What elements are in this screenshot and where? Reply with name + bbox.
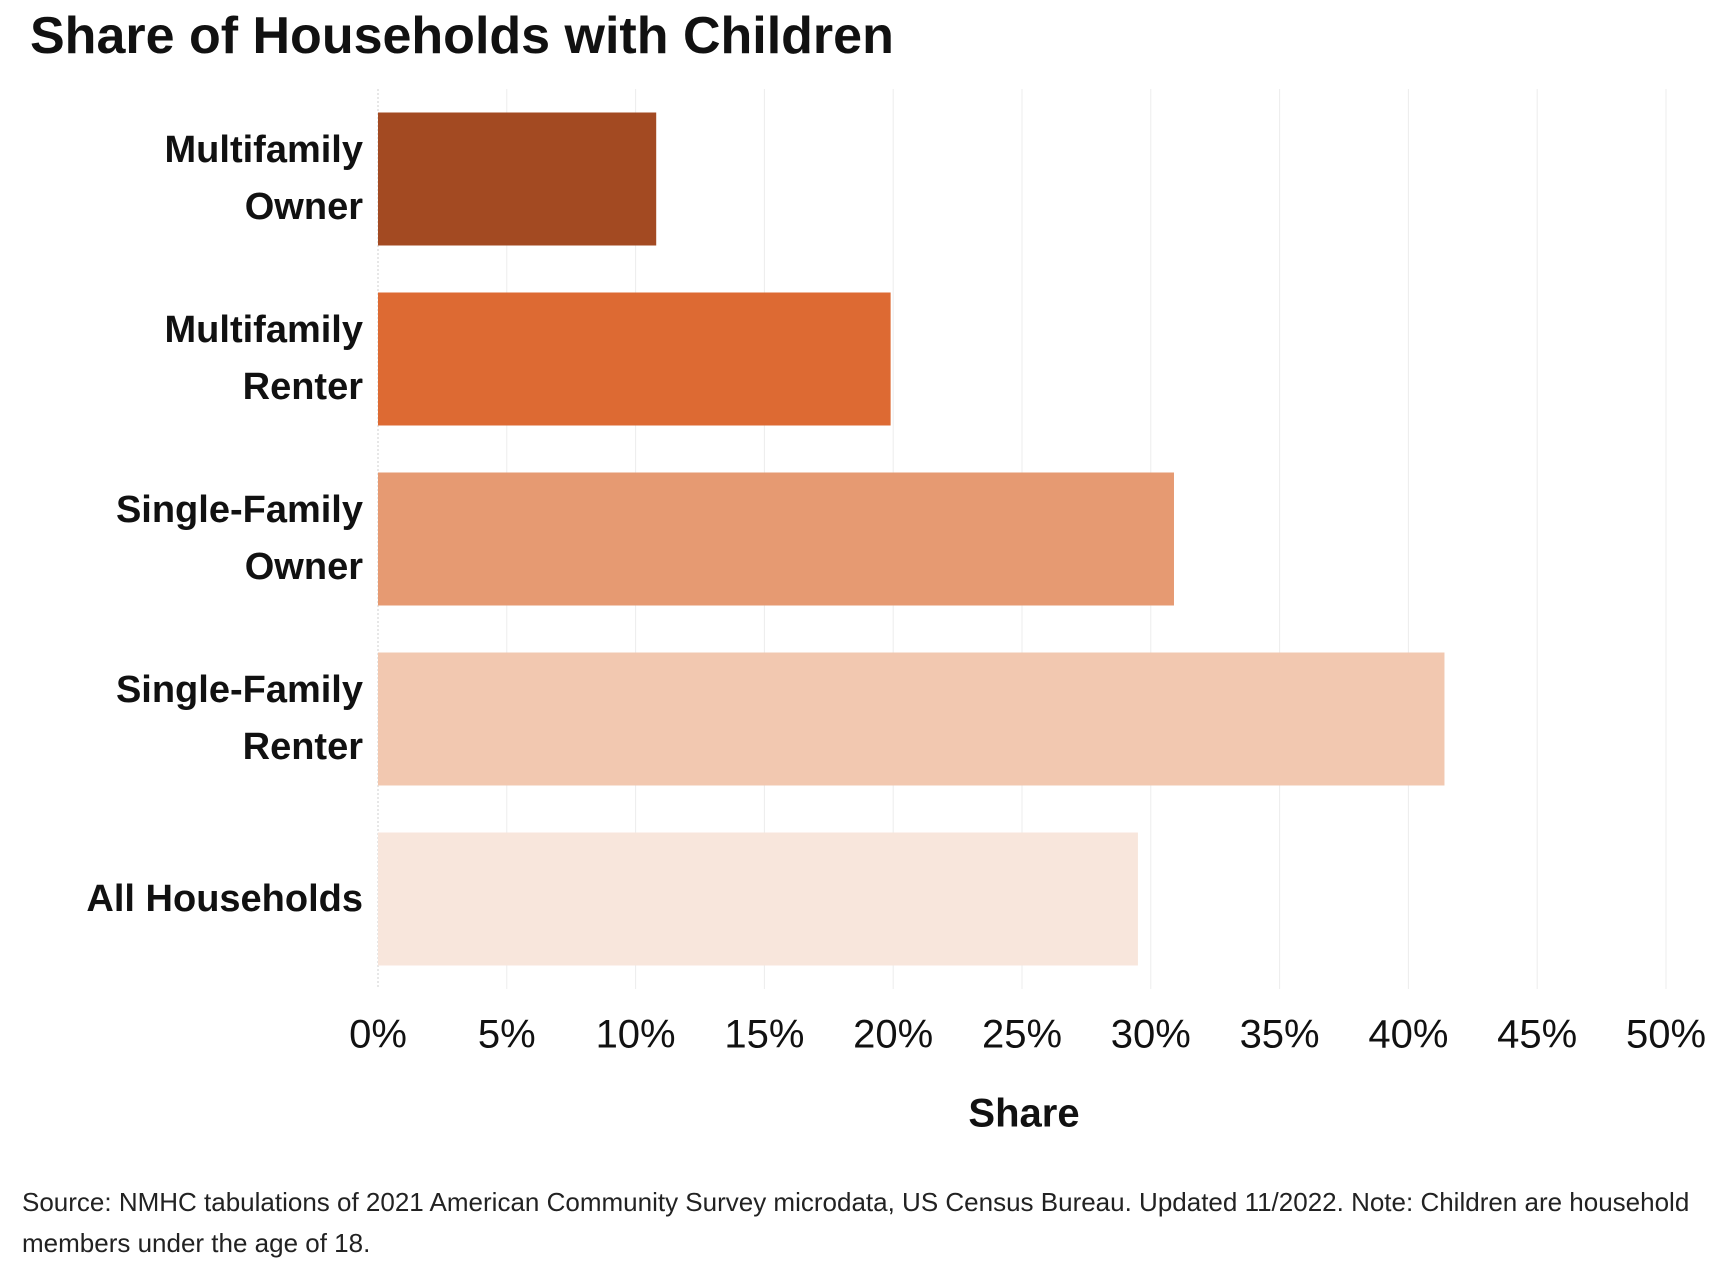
y-tick-label: Single-Family Renter [115, 669, 363, 768]
x-tick-label: 10% [596, 1013, 676, 1057]
y-tick-label: Multifamily Owner [164, 129, 363, 228]
y-tick-label: Multifamily Renter [164, 309, 363, 408]
bar [378, 112, 657, 246]
x-tick-label: 5% [478, 1013, 536, 1057]
x-tick-label: 15% [724, 1013, 804, 1057]
x-tick-label: 45% [1497, 1013, 1577, 1057]
bar [378, 652, 1445, 786]
source-note: Source: NMHC tabulations of 2021 America… [22, 1187, 1690, 1258]
bar [378, 832, 1138, 966]
x-tick-label: 35% [1240, 1013, 1320, 1057]
x-tick-label: 0% [349, 1013, 407, 1057]
x-tick-label: 40% [1368, 1013, 1448, 1057]
bar [378, 292, 891, 426]
y-tick-label: Single-Family Owner [115, 489, 363, 588]
x-tick-label: 20% [853, 1013, 933, 1057]
y-tick-label: All Households [86, 877, 363, 920]
chart-title: Share of Households with Children [30, 7, 894, 65]
x-tick-label: 25% [982, 1013, 1062, 1057]
x-tick-label: 30% [1111, 1013, 1191, 1057]
x-axis-title: Share [968, 1092, 1079, 1136]
x-tick-label: 50% [1626, 1013, 1706, 1057]
bar [378, 472, 1174, 606]
